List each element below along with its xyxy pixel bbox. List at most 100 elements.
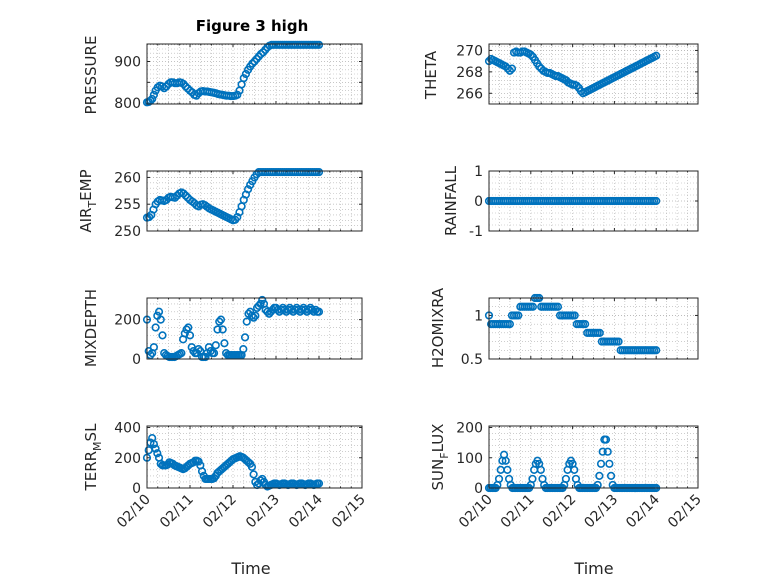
mixdepth-data-point <box>309 307 318 316</box>
sun_flux-data-point <box>598 447 607 456</box>
terr_msl-x-tick-label: 02/11 <box>157 492 197 532</box>
mixdepth-data-point <box>211 341 220 350</box>
pressure-data-point <box>239 74 248 83</box>
mixdepth-y-tick-label: 200 <box>114 313 141 329</box>
sun_flux-data-point <box>601 435 611 444</box>
terr_msl-x-tick-label: 02/14 <box>286 491 326 531</box>
rainfall-data-point <box>652 196 661 206</box>
mixdepth-data-point <box>251 311 260 320</box>
theta-data-point <box>503 64 512 73</box>
rainfall-y-tick-label: 1 <box>474 164 483 180</box>
h2omixra-data-point <box>570 311 579 320</box>
air-temp-ylabel: AIRTEMP <box>77 169 99 232</box>
air_temp-data-point <box>181 191 190 200</box>
mixdepth-data-point <box>242 317 251 326</box>
sun-flux-ylabel: SUNFLUX <box>429 424 451 491</box>
pressure-data-point <box>314 40 324 49</box>
sun_flux-x-tick-label: 02/12 <box>540 492 580 532</box>
sun_flux-data-point <box>606 471 616 481</box>
mixdepth-data-point <box>209 348 219 358</box>
h2omixra-data-point <box>595 328 604 337</box>
air_temp-data-point <box>145 212 154 222</box>
mixdepth-data-point <box>246 307 255 316</box>
theta-data-point <box>507 64 517 73</box>
mixdepth-data-point <box>213 325 222 334</box>
terr_msl-axes-border <box>146 425 363 489</box>
terr_msl-x-tick-label: 02/10 <box>114 492 154 532</box>
h2omixra-data-point <box>581 320 590 329</box>
air_temp-y-tick-label: 250 <box>114 224 141 240</box>
h2omixra-axes-border <box>488 297 699 360</box>
mixdepth-data-point <box>154 307 164 316</box>
mixdepth-data-point <box>220 339 229 348</box>
h2omixra-data-point <box>553 302 563 311</box>
air_temp-data-point <box>243 185 253 194</box>
terr_msl-y-tick-label: 200 <box>114 451 141 467</box>
theta-data-point <box>505 66 515 75</box>
pressure-data-point <box>181 82 190 91</box>
pressure-data-point <box>248 59 257 68</box>
pressure-axes: 800 900 <box>114 40 363 112</box>
rainfall-ylabel: RAINFALL <box>442 165 460 236</box>
sun_flux-y-tick-label: 200 <box>456 421 483 437</box>
air_temp-y-tick-label: 260 <box>114 170 141 186</box>
mixdepth-y-tick-label: 0 <box>132 352 141 368</box>
sun-flux-axes: 0 100 200 02/10 02/11 02/12 02/13 02/14 02/15 <box>456 421 705 532</box>
terr-msl-axes: 0 200 400 02/10 02/11 02/12 02/13 02/14 02/15 <box>114 421 369 532</box>
mixdepth-axes-border <box>146 297 363 360</box>
sun_flux-data-point <box>605 459 614 468</box>
mixdepth-data-point <box>314 307 324 316</box>
theta-axes: 266 268 270 <box>456 43 699 105</box>
theta-y-tick-label: 266 <box>456 86 483 102</box>
terr_msl-x-tick-label: 02/13 <box>243 492 283 532</box>
pressure-axes-border <box>146 43 363 105</box>
mixdepth-data-point <box>177 348 186 358</box>
rainfall-y-tick-label: 0 <box>474 194 483 210</box>
air_temp-data-point <box>314 167 324 177</box>
h2omixra-data-point <box>528 302 537 311</box>
figure-title: Figure 3 high <box>196 17 309 35</box>
mixdepth-data-point <box>158 331 167 340</box>
mixdepth-ylabel: MIXDEPTH <box>82 289 100 367</box>
terr_msl-y-tick-label: 400 <box>114 421 141 437</box>
theta-axes-border <box>488 43 699 105</box>
sun_flux-data-point <box>503 465 512 474</box>
h2omixra-data-point <box>505 320 515 329</box>
sun_flux-axes-border <box>488 425 699 489</box>
theta-data-point <box>572 81 581 90</box>
mixdepth-data-point <box>239 345 248 354</box>
theta-data-point <box>652 51 661 60</box>
sun_flux-data-point <box>528 474 537 484</box>
sun_flux-data-point <box>501 456 510 465</box>
rainfall-y-tick-label: -1 <box>469 224 483 240</box>
theta-data-point <box>526 50 535 59</box>
rainfall-axes-border <box>488 170 699 232</box>
rainfall-axes: -1 0 1 <box>469 164 699 240</box>
sun_flux-data-point <box>603 447 612 456</box>
h2omixra-y-tick-label: 1 <box>474 308 483 324</box>
mixdepth-data-point <box>240 333 250 342</box>
sun_flux-y-tick-label: 100 <box>456 451 483 467</box>
theta-y-tick-label: 268 <box>456 65 483 81</box>
mixdepth-data-point <box>184 323 193 332</box>
sun_flux-data-point <box>596 459 606 468</box>
mixdepth-axes: 0 200 <box>114 295 363 368</box>
h2omixra-y-tick-label: 0.5 <box>461 352 483 368</box>
terr_msl-x-tick-label: 02/15 <box>329 492 369 532</box>
mixdepth-data-point <box>258 295 267 305</box>
mixdepth-data-point <box>151 323 160 332</box>
sun_flux-data-point <box>570 465 579 474</box>
h2omixra-ylabel: H2OMIXRA <box>429 287 447 368</box>
right-xlabel: Time <box>573 559 613 578</box>
terr_msl-data-point <box>247 462 257 471</box>
pressure-ylabel: PRESSURE <box>82 36 100 115</box>
mixdepth-data-point <box>247 311 257 320</box>
sun_flux-x-tick-label: 02/10 <box>456 492 496 532</box>
sun_flux-y-tick-label: 0 <box>474 481 483 497</box>
h2omixra-data-point <box>652 346 661 355</box>
mixdepth-data-point <box>182 325 191 334</box>
terr_msl-y-tick-label: 0 <box>132 481 141 497</box>
terr_msl-x-tick-label: 02/12 <box>200 492 240 532</box>
terr-msl-ylabel: TERRMSL <box>82 423 104 492</box>
sun_flux-data-point <box>561 474 571 484</box>
